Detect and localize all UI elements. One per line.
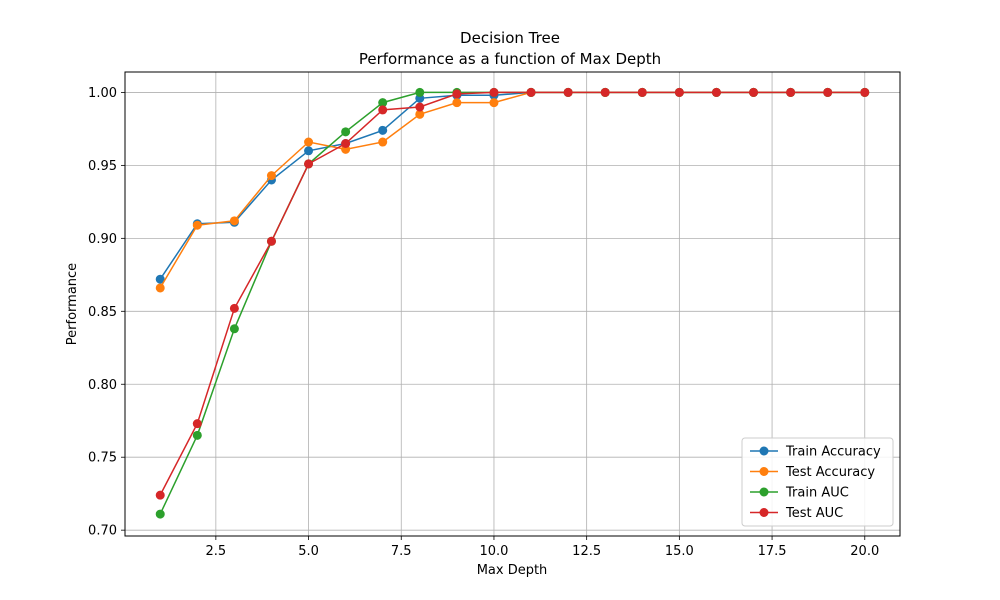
test-auc-point <box>452 89 462 99</box>
legend: Train Accuracy Test Accuracy Train AUC Test… <box>741 437 894 527</box>
legend-label: Train Accuracy <box>785 445 881 460</box>
test-auc-point <box>674 87 684 97</box>
x-tick-label: 10.0 <box>479 544 508 559</box>
y-tick-label: 0.70 <box>88 524 117 539</box>
test-auc-point <box>860 87 870 97</box>
test-accuracy-line <box>159 91 865 289</box>
train-auc-point <box>155 509 165 519</box>
test-accuracy-point <box>304 137 314 147</box>
chart-title: Decision Tree <box>460 29 560 47</box>
train-accuracy-point <box>378 125 388 135</box>
legend-item-train-auc: Train AUC <box>750 486 849 501</box>
test-accuracy-point <box>489 98 499 108</box>
series-test-auc <box>155 87 870 500</box>
legend-swatch-marker <box>759 467 769 476</box>
test-auc-point <box>155 490 165 500</box>
x-tick-label: 15.0 <box>665 544 694 559</box>
train-accuracy-point <box>304 146 314 156</box>
test-auc-point <box>563 87 573 97</box>
legend-item-train-accuracy: Train Accuracy <box>750 445 881 460</box>
x-tick-label: 17.5 <box>758 544 787 559</box>
test-auc-point <box>637 87 647 97</box>
train-auc-point <box>341 127 351 137</box>
test-accuracy-point <box>452 98 462 108</box>
test-accuracy-point <box>155 283 165 293</box>
test-auc-point <box>192 419 202 429</box>
legend-label: Train AUC <box>785 486 849 501</box>
test-auc-point <box>415 102 425 112</box>
test-auc-point <box>823 87 833 97</box>
plot-frame <box>124 71 901 537</box>
legend-swatch-marker <box>759 446 769 456</box>
y-axis-label: Performance <box>65 263 80 345</box>
train-auc-point <box>415 87 425 97</box>
x-tick-label: 5.0 <box>298 544 319 559</box>
train-auc-point <box>229 324 239 334</box>
x-axis-label: Max Depth <box>477 563 548 578</box>
y-tick-label: 0.95 <box>88 159 117 174</box>
train-auc-point <box>192 430 202 440</box>
test-auc-point <box>489 87 499 97</box>
test-auc-point <box>229 303 239 313</box>
test-accuracy-point <box>266 171 276 181</box>
legend-swatch-marker <box>759 508 769 517</box>
y-tick-label: 0.80 <box>88 378 117 393</box>
legend-item-test-accuracy: Test Accuracy <box>750 465 875 480</box>
test-auc-line <box>159 91 865 496</box>
y-tick-label: 0.90 <box>88 232 117 247</box>
test-accuracy-point <box>378 137 388 147</box>
test-auc-point <box>341 138 351 148</box>
legend-item-test-auc: Test AUC <box>750 506 843 521</box>
test-auc-point <box>526 87 536 97</box>
test-auc-point <box>266 236 276 246</box>
test-auc-point <box>711 87 721 97</box>
chart-subtitle: Performance as a function of Max Depth <box>359 50 661 68</box>
y-tick-label: 0.75 <box>88 451 117 466</box>
test-auc-point <box>749 87 759 97</box>
series-area <box>155 87 870 519</box>
x-tick-label: 7.5 <box>391 544 412 559</box>
legend-label: Test AUC <box>785 506 843 521</box>
train-accuracy-point <box>155 274 165 284</box>
test-auc-point <box>786 87 796 97</box>
legend-label: Test Accuracy <box>785 465 875 480</box>
train-auc-point <box>378 98 388 108</box>
y-tick-label: 0.85 <box>88 305 117 320</box>
x-tick-label: 20.0 <box>850 544 879 559</box>
legend-box <box>741 437 894 527</box>
y-axis: 0.70 0.75 0.80 0.85 0.90 0.95 1.00 <box>88 86 125 539</box>
test-auc-point <box>600 87 610 97</box>
x-axis: 2.5 5.0 7.5 10.0 12.5 15.0 17.5 20.0 <box>206 536 879 559</box>
test-accuracy-point <box>229 216 239 226</box>
test-accuracy-point <box>415 109 425 119</box>
y-tick-label: 1.00 <box>88 86 117 101</box>
x-tick-label: 12.5 <box>572 544 601 559</box>
test-auc-point <box>378 105 388 115</box>
test-auc-point <box>304 159 314 169</box>
test-accuracy-point <box>192 220 202 230</box>
legend-swatch-marker <box>759 487 769 497</box>
x-tick-label: 2.5 <box>206 544 227 559</box>
